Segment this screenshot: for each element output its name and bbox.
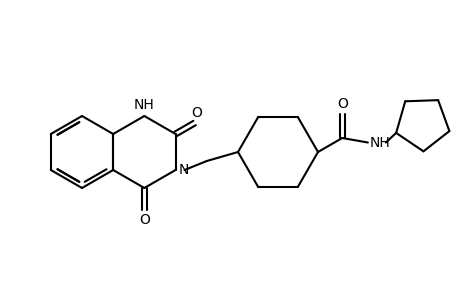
Text: N: N <box>178 163 189 177</box>
Text: O: O <box>139 213 150 227</box>
Text: NH: NH <box>369 136 390 149</box>
Text: O: O <box>336 97 347 111</box>
Text: O: O <box>191 106 202 120</box>
Text: NH: NH <box>134 98 154 112</box>
